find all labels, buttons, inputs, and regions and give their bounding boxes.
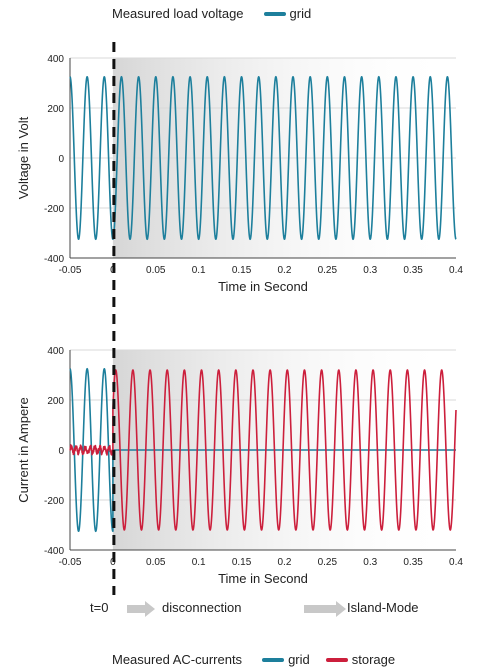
series-grid-line bbox=[69, 75, 457, 241]
y-tick-label: -400 bbox=[44, 546, 64, 557]
x-tick-label: 0 bbox=[110, 557, 116, 568]
voltage-chart: -400-2000200400-0.0500.050.10.150.20.250… bbox=[16, 54, 463, 294]
series-grid-line bbox=[69, 367, 457, 533]
legend-grid-label: grid bbox=[289, 6, 312, 21]
x-tick-label: 0.15 bbox=[232, 557, 252, 568]
y-tick-label: 0 bbox=[58, 154, 64, 165]
x-tick-label: 0.3 bbox=[363, 265, 377, 276]
legend-voltage-title: Measured load voltage bbox=[112, 6, 244, 21]
x-tick-label: 0.1 bbox=[192, 265, 206, 276]
legend-currents-title: Measured AC-currents bbox=[112, 652, 243, 667]
x-tick-label: 0.15 bbox=[232, 265, 252, 276]
x-tick-label: 0.35 bbox=[403, 265, 423, 276]
legend-currents-grid: grid bbox=[262, 652, 310, 667]
legend-grid-label: grid bbox=[288, 652, 310, 667]
y-tick-label: -400 bbox=[44, 254, 64, 265]
x-tick-label: 0.1 bbox=[192, 557, 206, 568]
legend-storage-label: storage bbox=[351, 652, 396, 667]
x-tick-label: 0.35 bbox=[403, 557, 423, 568]
y-tick-label: 0 bbox=[58, 446, 64, 457]
phase-disconnection-label: disconnection bbox=[162, 600, 242, 615]
legend-grid-swatch bbox=[262, 657, 285, 662]
legend-currents-storage: storage bbox=[325, 652, 396, 667]
phase-island-label: Island-Mode bbox=[347, 600, 419, 615]
y-tick-label: 400 bbox=[47, 346, 64, 357]
x-tick-label: -0.05 bbox=[59, 265, 82, 276]
x-tick-label: 0.05 bbox=[146, 557, 166, 568]
y-tick-label: 200 bbox=[47, 104, 64, 115]
x-axis-title: Time in Second bbox=[218, 571, 308, 586]
x-tick-label: 0.2 bbox=[277, 557, 291, 568]
y-tick-label: -200 bbox=[44, 496, 64, 507]
x-tick-label: -0.05 bbox=[59, 557, 82, 568]
y-tick-label: 200 bbox=[47, 396, 64, 407]
x-tick-label: 0.25 bbox=[318, 557, 338, 568]
legend-storage-swatch bbox=[325, 657, 348, 662]
y-axis-title: Current in Ampere bbox=[16, 397, 31, 503]
series-storage-line bbox=[69, 369, 457, 531]
y-axis-title: Voltage in Volt bbox=[16, 116, 31, 199]
x-tick-label: 0.2 bbox=[277, 265, 291, 276]
x-tick-label: 0.25 bbox=[318, 265, 338, 276]
current-chart: -400 -200 0 200 400 -0.05 0 0.05 0.1 0.15 0.2 0.25 0… bbox=[16, 346, 463, 586]
legend-voltage: Measured load voltage grid bbox=[112, 6, 327, 21]
y-tick-label: -200 bbox=[44, 204, 64, 215]
phase-t0-label: t=0 bbox=[90, 600, 109, 615]
x-axis-title: Time in Second bbox=[218, 279, 308, 294]
y-tick-label: 400 bbox=[47, 54, 64, 65]
x-tick-label: 0.05 bbox=[146, 265, 166, 276]
legend-currents: Measured AC-currents grid storage bbox=[112, 652, 411, 667]
x-tick-label: 0.3 bbox=[363, 557, 377, 568]
legend-voltage-grid: grid bbox=[263, 6, 312, 21]
legend-grid-swatch bbox=[263, 11, 286, 16]
arrow-to-island-mode bbox=[304, 601, 346, 617]
x-tick-label: 0.4 bbox=[449, 265, 463, 276]
arrow-t0-to-disconnection bbox=[127, 601, 155, 617]
x-tick-label: 0.4 bbox=[449, 557, 463, 568]
